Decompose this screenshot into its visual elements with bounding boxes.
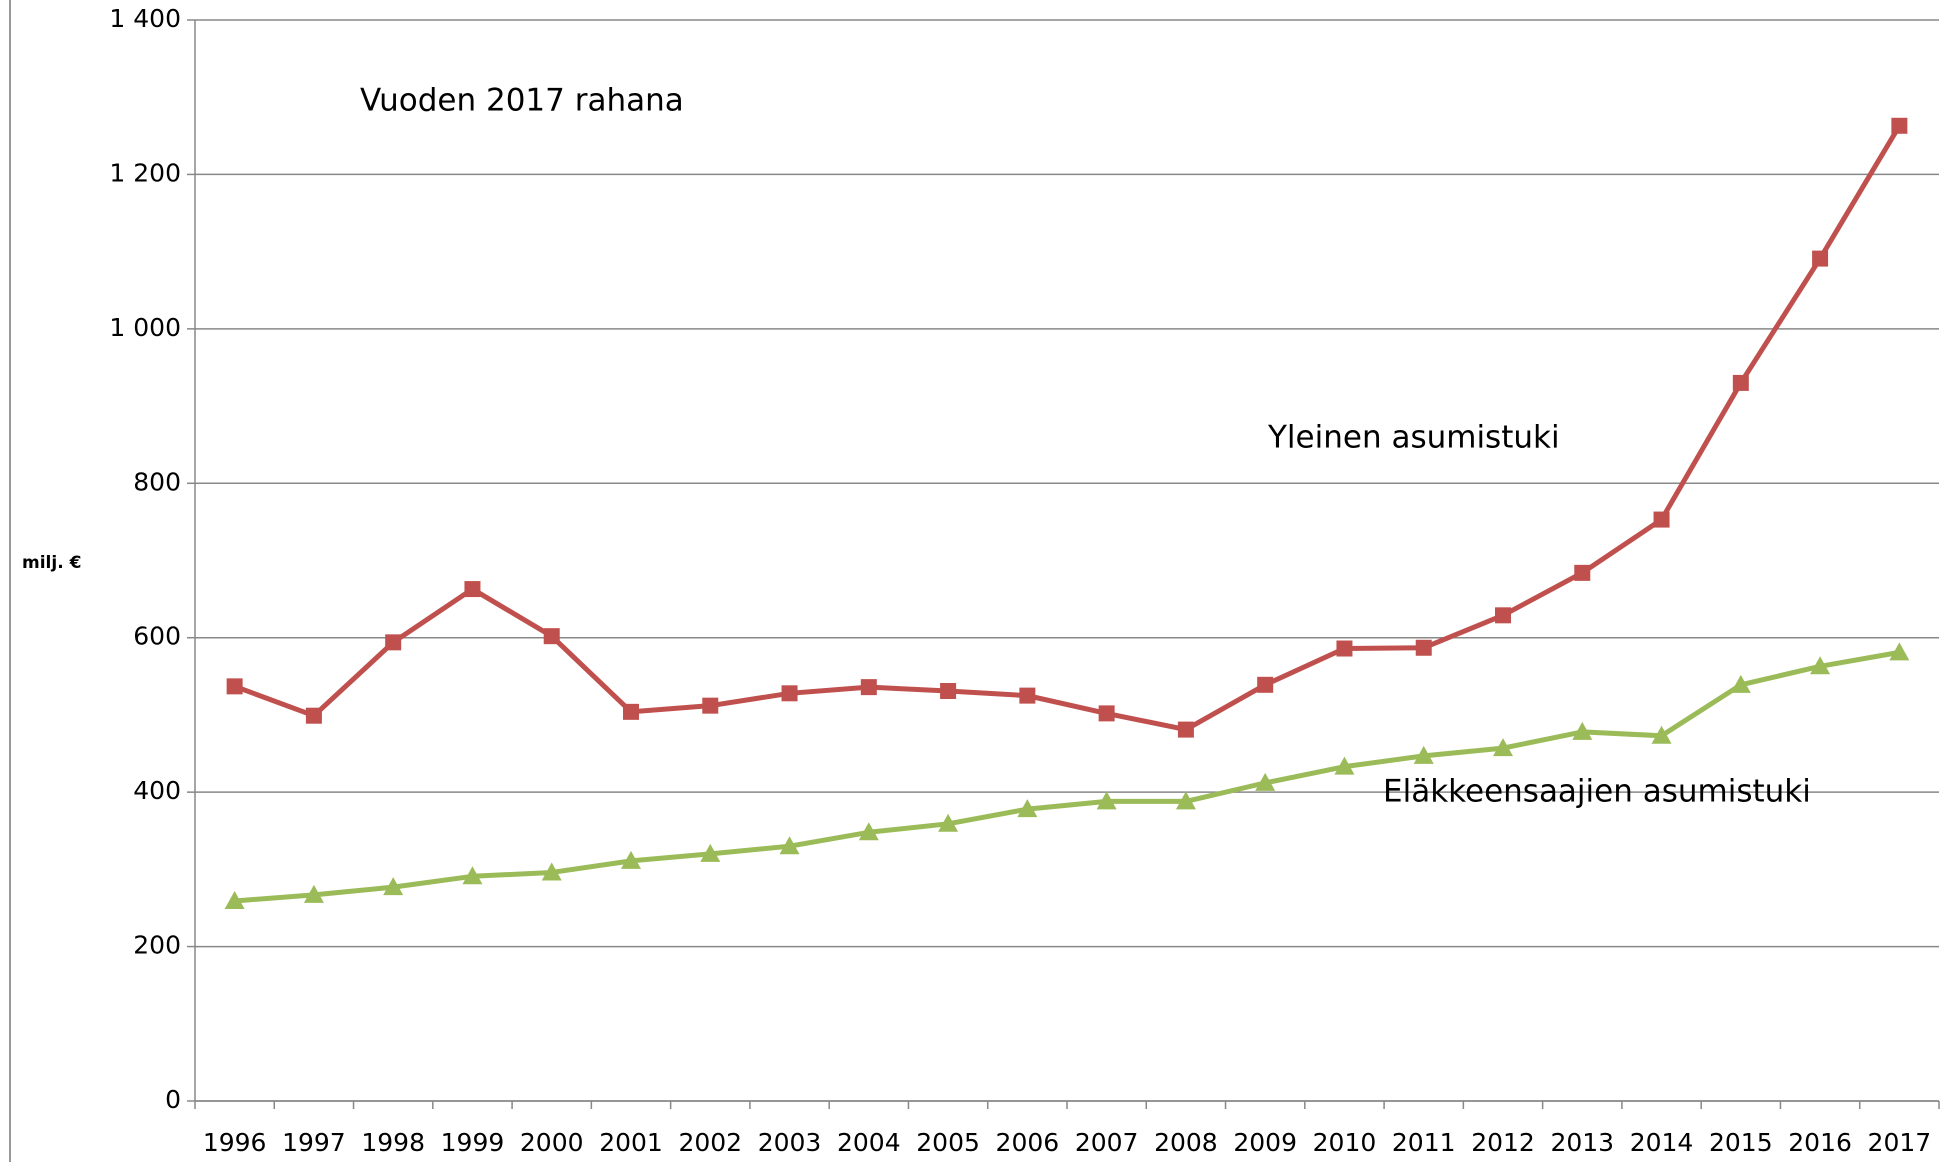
marker [1572, 721, 1593, 740]
marker [541, 862, 562, 881]
marker [303, 884, 324, 903]
marker [1415, 639, 1432, 656]
marker [938, 813, 959, 832]
y-axis-label: milj. € [22, 553, 81, 573]
x-tick-label: 2011 [1392, 1128, 1456, 1157]
marker [1175, 791, 1196, 810]
marker [226, 678, 243, 695]
series-line [234, 649, 1900, 904]
marker [1336, 640, 1353, 657]
marker [1495, 607, 1511, 624]
x-tick-label: 2004 [837, 1128, 901, 1157]
series-label: Eläkkeensaajien asumistuki [1383, 774, 1811, 810]
x-tick-label: 2016 [1788, 1128, 1852, 1157]
marker [543, 628, 560, 645]
y-tick-label: 1 200 [109, 158, 181, 187]
x-tick-label: 1999 [441, 1128, 505, 1157]
marker [224, 891, 245, 910]
marker [383, 877, 404, 896]
marker [1653, 511, 1670, 528]
marker [305, 707, 322, 724]
annotation: Vuoden 2017 rahana [360, 83, 684, 119]
marker [858, 822, 879, 841]
marker [1177, 721, 1194, 738]
marker [1255, 772, 1276, 791]
series-label: Yleinen asumistuki [1267, 420, 1560, 456]
x-tick-label: 2000 [520, 1128, 584, 1157]
marker [621, 850, 641, 869]
x-tick-label: 2005 [916, 1128, 980, 1157]
x-tick-label: 2017 [1868, 1128, 1932, 1157]
x-tick-label: 2013 [1550, 1128, 1614, 1157]
x-tick-label: 2008 [1154, 1128, 1218, 1157]
marker [385, 634, 402, 651]
x-tick-label: 2001 [599, 1128, 663, 1157]
y-tick-label: 1 000 [109, 313, 181, 342]
marker [1574, 564, 1591, 581]
marker [623, 703, 639, 720]
x-tick-label: 1997 [282, 1128, 346, 1157]
marker [464, 581, 481, 598]
marker [1019, 687, 1036, 704]
marker [462, 866, 483, 885]
marker [1257, 676, 1274, 693]
marker [702, 697, 719, 714]
marker [940, 682, 957, 699]
x-tick-label: 1996 [203, 1128, 267, 1157]
marker [700, 843, 721, 862]
marker [1017, 799, 1038, 818]
x-tick-label: 2003 [758, 1128, 822, 1157]
x-tick-label: 2010 [1313, 1128, 1377, 1157]
marker [1891, 117, 1908, 134]
x-tick-label: 1998 [361, 1128, 425, 1157]
x-tick-label: 2012 [1471, 1128, 1535, 1157]
y-tick-label: 1 400 [109, 4, 181, 33]
marker [779, 836, 800, 855]
marker [1732, 374, 1749, 391]
x-tick-label: 2015 [1709, 1128, 1773, 1157]
marker [1812, 250, 1829, 267]
marker [1730, 674, 1751, 693]
marker [1098, 705, 1115, 722]
y-tick-label: 600 [133, 622, 181, 651]
marker [1096, 791, 1117, 810]
x-tick-label: 2006 [996, 1128, 1060, 1157]
x-tick-label: 2009 [1233, 1128, 1297, 1157]
marker [1810, 656, 1831, 675]
y-tick-label: 200 [133, 931, 181, 960]
marker [781, 685, 798, 702]
marker [1334, 756, 1355, 775]
x-tick-label: 2002 [678, 1128, 742, 1157]
y-tick-label: 800 [133, 467, 181, 496]
y-tick-label: 0 [165, 1085, 181, 1114]
x-tick-label: 2007 [1075, 1128, 1139, 1157]
marker [1889, 642, 1910, 661]
marker [860, 679, 877, 696]
x-tick-label: 2014 [1630, 1128, 1694, 1157]
marker [1651, 725, 1672, 744]
y-tick-label: 400 [133, 776, 181, 805]
series-line [233, 124, 1902, 733]
marker [1413, 745, 1434, 764]
marker [1493, 738, 1513, 757]
